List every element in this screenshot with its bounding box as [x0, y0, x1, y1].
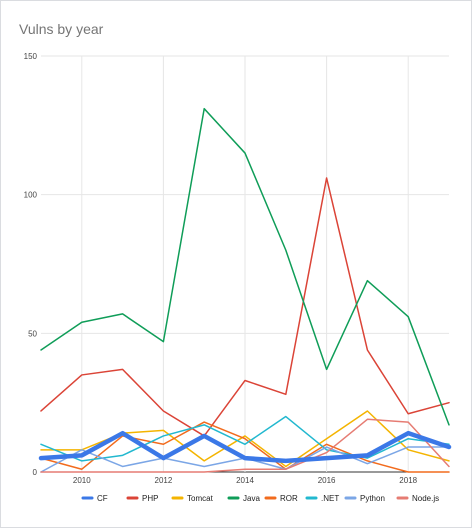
legend-label: .NET: [321, 494, 339, 503]
x-tick-label: 2014: [236, 476, 254, 485]
series-lines: [38, 107, 452, 473]
series-line-php[interactable]: [40, 177, 450, 437]
y-axis-ticks: 0 50 100 150: [24, 52, 38, 477]
legend-label: ROR: [280, 494, 298, 503]
y-tick-label: 0: [33, 468, 38, 477]
legend-item-ror[interactable]: ROR: [264, 494, 298, 503]
legend-label: Node.js: [412, 494, 439, 503]
legend-label: CF: [97, 494, 108, 503]
legend-item-net[interactable]: .NET: [305, 494, 339, 503]
legend-item-tomcat[interactable]: Tomcat: [171, 494, 214, 503]
series-line-ror[interactable]: [40, 421, 450, 473]
x-tick-label: 2010: [73, 476, 91, 485]
legend-label: Tomcat: [187, 494, 214, 503]
legend-item-nodejs[interactable]: Node.js: [396, 494, 439, 503]
legend-item-python[interactable]: Python: [344, 494, 385, 503]
y-tick-label: 50: [28, 329, 37, 338]
legend[interactable]: CF PHP Tomcat Java ROR .NET Python Node.js: [81, 494, 439, 503]
legend-label: PHP: [142, 494, 158, 503]
series-line-nodejs[interactable]: [40, 418, 450, 473]
series-line-java[interactable]: [40, 107, 450, 426]
x-axis-ticks: 2010 2012 2014 2016 2018: [73, 476, 418, 485]
x-tick-label: 2018: [399, 476, 417, 485]
y-tick-label: 150: [24, 52, 38, 61]
grid: [41, 55, 449, 473]
legend-item-php[interactable]: PHP: [126, 494, 158, 503]
legend-label: Python: [360, 494, 385, 503]
legend-item-cf[interactable]: CF: [81, 494, 108, 503]
chart-title: Vulns by year: [19, 21, 104, 37]
legend-item-java[interactable]: Java: [227, 494, 260, 503]
x-tick-label: 2012: [155, 476, 173, 485]
y-tick-label: 100: [24, 191, 38, 200]
x-tick-label: 2016: [318, 476, 336, 485]
series-line-cf[interactable]: [38, 430, 452, 464]
series-line-net[interactable]: [40, 415, 450, 462]
legend-label: Java: [243, 494, 260, 503]
